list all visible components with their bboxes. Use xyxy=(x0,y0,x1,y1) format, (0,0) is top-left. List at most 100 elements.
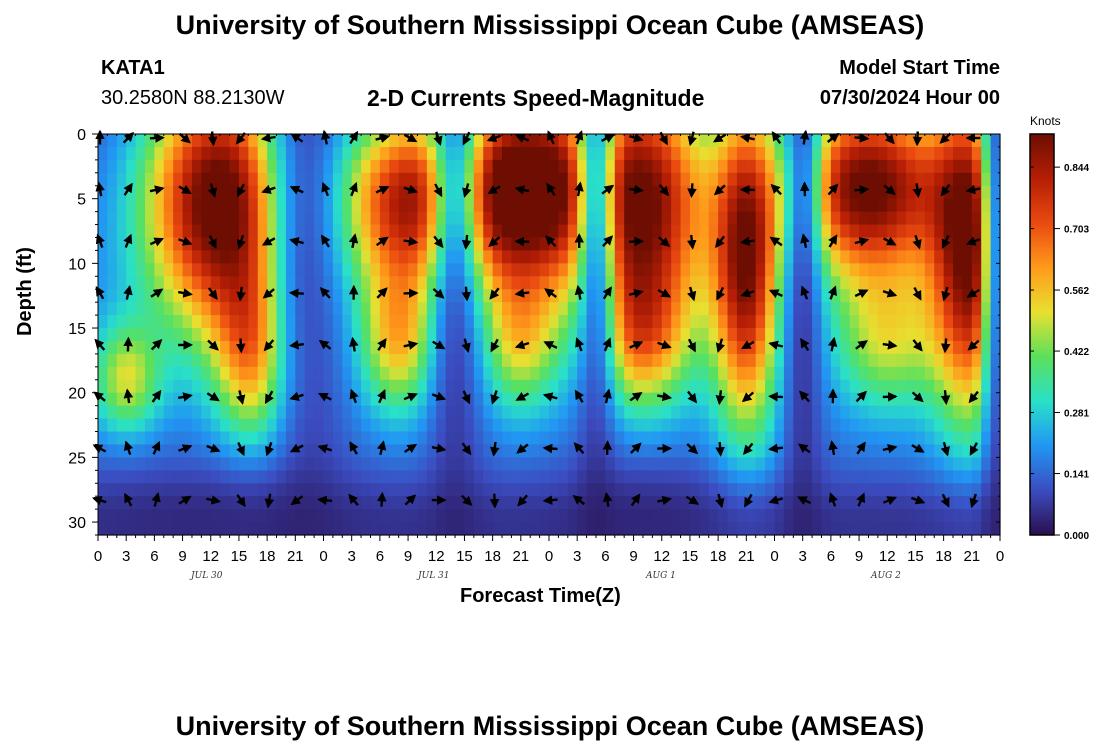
heatmap-cell xyxy=(924,276,935,290)
heatmap-cell xyxy=(981,340,992,355)
heatmap-cell xyxy=(361,315,372,329)
heatmap-cell xyxy=(408,159,419,174)
heatmap-cell xyxy=(285,483,296,497)
heatmap-cell xyxy=(426,224,437,239)
heatmap-cell xyxy=(624,263,635,277)
heatmap-cell xyxy=(332,522,343,536)
heatmap-cell xyxy=(295,159,306,174)
heatmap-cell xyxy=(671,263,682,277)
heatmap-cell xyxy=(633,366,644,381)
heatmap-cell xyxy=(962,418,973,433)
heatmap-cell xyxy=(530,302,541,316)
heatmap-cell xyxy=(417,483,428,497)
heatmap-cell xyxy=(314,198,325,213)
heatmap-cell xyxy=(379,302,390,316)
heatmap-cell xyxy=(877,509,888,523)
heatmap-cell xyxy=(520,509,531,523)
heatmap-cell xyxy=(567,328,578,342)
heatmap-cell xyxy=(652,392,663,407)
x-tick-label: 0 xyxy=(770,548,778,565)
heatmap-cell xyxy=(934,134,945,148)
heatmap-cell xyxy=(257,509,268,523)
heatmap-cell xyxy=(821,146,832,161)
heatmap-cell xyxy=(116,302,127,316)
heatmap-cell xyxy=(746,509,757,523)
heatmap-cell xyxy=(398,392,409,407)
heatmap-cell xyxy=(417,185,428,200)
heatmap-cell xyxy=(877,224,888,239)
heatmap-cell xyxy=(577,522,588,536)
heatmap-cell xyxy=(229,496,240,510)
heatmap-cell xyxy=(849,483,860,497)
heatmap-cell xyxy=(332,470,343,484)
x-tick-label: 9 xyxy=(855,548,863,565)
current-arrow xyxy=(517,494,529,507)
heatmap-cell xyxy=(605,470,616,484)
heatmap-cell xyxy=(163,509,174,523)
heatmap-cell xyxy=(464,146,475,161)
heatmap-cell xyxy=(248,340,259,355)
heatmap-cell xyxy=(774,470,785,484)
heatmap-cell xyxy=(981,353,992,368)
heatmap-cell xyxy=(323,496,334,510)
heatmap-cell xyxy=(220,522,231,536)
heatmap-cell xyxy=(408,457,419,471)
heatmap-cell xyxy=(802,431,813,446)
heatmap-cell xyxy=(765,315,776,329)
heatmap-cell xyxy=(802,457,813,471)
current-arrow xyxy=(542,443,558,454)
heatmap-cell xyxy=(981,315,992,329)
heatmap-cell xyxy=(464,522,475,536)
current-arrow xyxy=(828,492,838,507)
current-arrow xyxy=(545,235,557,248)
heatmap-cell xyxy=(699,444,710,458)
current-arrow xyxy=(177,392,193,402)
heatmap-cell xyxy=(304,522,315,536)
heatmap-cell xyxy=(680,496,691,510)
heatmap-cell xyxy=(840,353,851,368)
heatmap-cell xyxy=(126,470,137,484)
heatmap-cell xyxy=(934,237,945,252)
heatmap-cell xyxy=(840,159,851,174)
heatmap-cell xyxy=(126,509,137,523)
current-arrow xyxy=(911,391,924,403)
heatmap-cell xyxy=(661,379,672,394)
current-arrow xyxy=(235,132,246,145)
heatmap-cell xyxy=(934,198,945,213)
heatmap-cell xyxy=(464,315,475,329)
heatmap-cell xyxy=(549,444,559,458)
heatmap-cell xyxy=(830,328,841,342)
heatmap-cell xyxy=(981,289,992,303)
heatmap-cell xyxy=(445,483,456,497)
heatmap-cell xyxy=(323,211,334,226)
heatmap-cell xyxy=(464,457,475,471)
heatmap-cell xyxy=(652,470,663,484)
heatmap-cell xyxy=(351,263,362,277)
y-tick-label: 25 xyxy=(68,450,86,467)
heatmap-cell xyxy=(633,328,644,342)
heatmap-cell xyxy=(426,211,437,226)
heatmap-cell xyxy=(830,159,841,174)
heatmap-cell xyxy=(238,146,249,161)
heatmap-cell xyxy=(530,496,541,510)
heatmap-cell xyxy=(924,366,935,381)
heatmap-cell xyxy=(906,496,917,510)
heatmap-cell xyxy=(107,134,118,148)
heatmap-cell xyxy=(276,263,287,277)
heatmap-cell xyxy=(248,172,259,187)
heatmap-cell xyxy=(558,470,569,484)
heatmap-cell xyxy=(614,302,625,316)
heatmap-cell xyxy=(502,134,513,148)
heatmap-cell xyxy=(746,237,757,252)
heatmap-cell xyxy=(342,509,353,523)
heatmap-cell xyxy=(473,328,484,342)
x-tick-label: 12 xyxy=(428,548,445,565)
heatmap-cell xyxy=(906,237,917,252)
heatmap-cell xyxy=(783,392,794,407)
heatmap-cell xyxy=(943,366,954,381)
heatmap-cell xyxy=(107,328,118,342)
heatmap-cell xyxy=(699,353,710,368)
heatmap-cell xyxy=(849,496,860,510)
heatmap-cell xyxy=(624,405,635,420)
